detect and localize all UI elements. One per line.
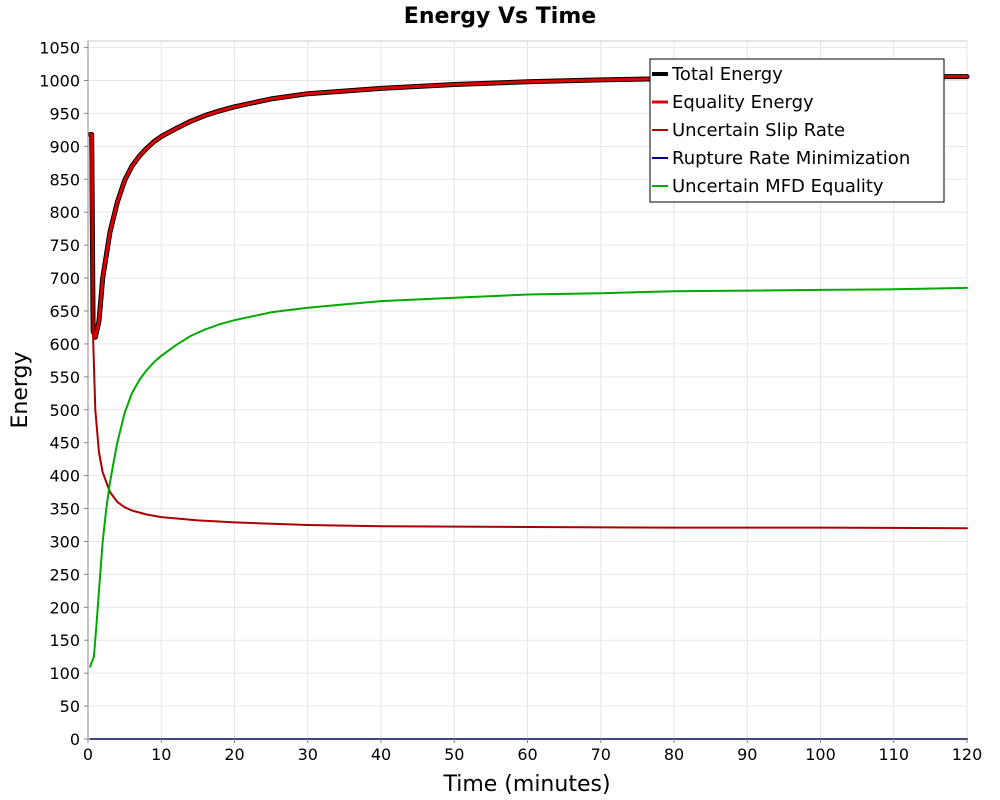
x-tick-label: 90 (737, 745, 757, 764)
y-tick-label: 50 (60, 697, 80, 716)
chart-title: Energy Vs Time (404, 4, 596, 29)
y-tick-label: 400 (49, 467, 80, 486)
x-tick-label: 20 (224, 745, 244, 764)
x-tick-label: 0 (83, 745, 93, 764)
legend-label: Uncertain Slip Rate (672, 120, 845, 141)
x-tick-label: 120 (952, 745, 983, 764)
y-tick-label: 950 (49, 104, 80, 123)
x-tick-label: 40 (371, 745, 391, 764)
x-tick-label: 10 (151, 745, 171, 764)
y-tick-label: 300 (49, 532, 80, 551)
y-tick-label: 500 (49, 401, 80, 420)
y-tick-label: 1050 (39, 39, 80, 58)
legend-box (649, 58, 945, 203)
y-tick-label: 250 (49, 565, 80, 584)
y-tick-label: 450 (49, 434, 80, 453)
y-tick-label: 600 (49, 335, 80, 354)
x-tick-label: 50 (444, 745, 464, 764)
series-line-2 (89, 133, 968, 530)
x-tick-label: 80 (664, 745, 684, 764)
series-line-4 (89, 286, 968, 668)
y-tick-label: 100 (49, 664, 80, 683)
y-tick-label: 750 (49, 236, 80, 255)
legend-label: Rupture Rate Minimization (672, 148, 910, 169)
x-tick-label: 110 (878, 745, 909, 764)
y-tick-label: 550 (49, 368, 80, 387)
y-tick-label: 800 (49, 203, 80, 222)
y-tick-label: 0 (70, 730, 80, 749)
y-tick-label: 900 (49, 137, 80, 156)
y-tick-label: 150 (49, 631, 80, 650)
x-axis-label: Time (minutes) (442, 772, 610, 797)
legend: Total Energy Equality Energy Uncertain Sli… (649, 58, 945, 203)
y-tick-label: 200 (49, 598, 80, 617)
legend-label: Total Energy (671, 64, 783, 85)
y-tick-label: 650 (49, 302, 80, 321)
y-tick-label: 700 (49, 269, 80, 288)
series-line-1 (88, 75, 969, 339)
x-tick-label: 60 (517, 745, 537, 764)
x-tick-label: 30 (298, 745, 318, 764)
x-axis-ticks: 0 10 20 30 40 50 60 70 80 90 100 110 120 (83, 739, 982, 764)
y-tick-label: 1000 (39, 72, 80, 91)
legend-label: Uncertain MFD Equality (672, 176, 884, 197)
y-axis-ticks: 0 50 100 150 200 250 300 350 400 450 500 550 600 650 7… (39, 39, 88, 749)
y-axis-label: Energy (8, 351, 33, 428)
y-tick-label: 350 (49, 500, 80, 519)
legend-label: Equality Energy (672, 92, 814, 113)
x-tick-label: 100 (805, 745, 836, 764)
x-tick-label: 70 (591, 745, 611, 764)
y-tick-label: 850 (49, 170, 80, 189)
